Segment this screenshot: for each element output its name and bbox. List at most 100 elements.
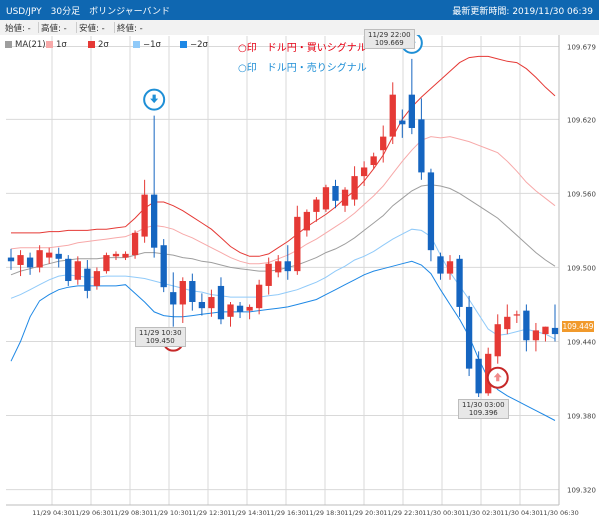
x-axis: 11/29 04:30 11/29 06:30 11/29 08:30 11/29 1…: [32, 509, 579, 517]
candle-up: [294, 216, 301, 272]
candle-up: [303, 211, 311, 231]
candle-down: [170, 292, 177, 305]
candle-down: [437, 256, 444, 274]
legend-swatch: [88, 41, 95, 48]
chart-header: USD/JPY 30分足 ボリンジャーバンド 最新更新時間: 2019/11/3…: [0, 0, 599, 20]
candle-down: [160, 245, 167, 288]
candle-up: [446, 261, 454, 274]
close-value: 終値: -: [114, 22, 143, 34]
candle-up: [103, 255, 110, 272]
candle-up: [208, 297, 215, 309]
x-tick-label: 11/30 04:30: [500, 509, 540, 517]
legend-minus1sigma[interactable]: −1σ: [133, 40, 161, 50]
candle-up: [93, 271, 101, 286]
candle-up: [74, 261, 81, 280]
y-tick-label: 109.560: [567, 190, 596, 198]
candle-up: [322, 187, 330, 210]
band-2: [11, 55, 556, 257]
candle-down: [523, 310, 530, 341]
candle-up: [513, 314, 520, 316]
candle-up: [275, 261, 282, 273]
up-arrow-icon: [493, 372, 502, 382]
candle-down: [456, 258, 463, 307]
candle-up: [227, 304, 234, 317]
candle-down: [551, 327, 559, 335]
x-tick-label: 11/29 10:30: [149, 509, 189, 517]
candle-down: [84, 268, 91, 291]
candle-down: [55, 253, 62, 259]
candle-up: [504, 316, 511, 330]
open-value: 始値: -: [5, 24, 31, 34]
candle-down: [427, 172, 435, 251]
candle-down: [236, 305, 244, 312]
candle-down: [332, 185, 339, 201]
legend-1sigma[interactable]: 1σ: [46, 40, 67, 50]
candle-up: [265, 263, 272, 286]
candle-up: [532, 330, 540, 341]
last-updated: 最新更新時間: 2019/11/30 06:39: [452, 7, 593, 17]
legend: MA(21) 1σ 2σ −1σ −2σ: [0, 37, 230, 53]
ohlc-bar: 始値: - 高値: - 安値: - 終値: -: [0, 20, 599, 35]
candle-up: [341, 189, 349, 206]
legend-minus2sigma[interactable]: −2σ: [180, 40, 208, 50]
bollinger-bands: [10, 55, 556, 421]
candle-up: [351, 176, 358, 200]
y-tick-label: 109.440: [567, 338, 596, 346]
candle-up: [46, 252, 53, 258]
down-arrow-icon: [150, 94, 159, 104]
x-tick-label: 11/29 18:30: [305, 509, 345, 517]
x-tick-label: 11/30 00:30: [422, 509, 462, 517]
x-tick-label: 11/29 20:30: [344, 509, 384, 517]
candle-down: [151, 194, 158, 248]
candle-down: [408, 94, 415, 128]
candle-down: [189, 281, 196, 302]
candle-down: [26, 257, 34, 268]
candle-up: [542, 326, 549, 335]
candle-down: [7, 257, 15, 262]
legend-swatch: [180, 41, 187, 48]
x-tick-label: 11/29 06:30: [71, 509, 111, 517]
candle-down: [65, 258, 72, 282]
x-tick-label: 11/30 02:30: [461, 509, 501, 517]
candle-up: [360, 167, 368, 177]
x-tick-label: 11/29 04:30: [32, 509, 72, 517]
candle-up: [141, 194, 148, 237]
candle-up: [122, 253, 129, 258]
candle-up: [255, 284, 263, 309]
y-axis: 109.679 109.620 109.560 109.500 109.440 109.3…: [567, 44, 596, 495]
y-tick-label: 109.320: [567, 487, 596, 495]
x-tick-label: 11/29 08:30: [110, 509, 150, 517]
band-minus-2: [10, 260, 556, 421]
current-price-tag: 109.449: [562, 321, 594, 332]
candle-down: [399, 120, 406, 125]
candle-down: [475, 358, 482, 394]
y-tick-label: 109.679: [567, 44, 596, 52]
chart-title: USD/JPY 30分足 ボリンジャーバンド: [6, 7, 171, 17]
candle-down: [198, 301, 206, 309]
y-tick-label: 109.380: [567, 413, 596, 421]
candle-up: [17, 255, 24, 265]
high-value: 高値: -: [38, 22, 67, 34]
sell-signal-note: ○印 ドル円・売りシグナル: [238, 63, 367, 74]
legend-swatch: [133, 41, 140, 48]
candle-up: [370, 156, 377, 166]
candle-up: [389, 94, 396, 137]
candlesticks: [7, 58, 559, 398]
candle-down: [418, 119, 425, 173]
x-tick-label: 11/29 14:30: [227, 509, 267, 517]
legend-swatch: [46, 41, 53, 48]
candle-up: [494, 324, 501, 357]
candle-up: [179, 281, 186, 305]
x-tick-label: 11/30 06:30: [539, 509, 579, 517]
x-tick-label: 11/29 22:30: [383, 509, 423, 517]
buy-signal-note: ○印 ドル円・買いシグナル: [238, 43, 367, 54]
callout-high: 11/29 22:00 109.669: [364, 29, 415, 49]
y-tick-label: 109.500: [567, 264, 596, 272]
legend-2sigma[interactable]: 2σ: [88, 40, 109, 50]
legend-ma21[interactable]: MA(21): [5, 40, 46, 50]
callout-low-1: 11/29 10:30 109.450: [135, 327, 186, 347]
candle-up: [246, 306, 253, 311]
callout-low-2: 11/30 03:00 109.396: [458, 399, 509, 419]
band-minus-1: [10, 228, 556, 340]
y-tick-label: 109.620: [567, 116, 596, 124]
